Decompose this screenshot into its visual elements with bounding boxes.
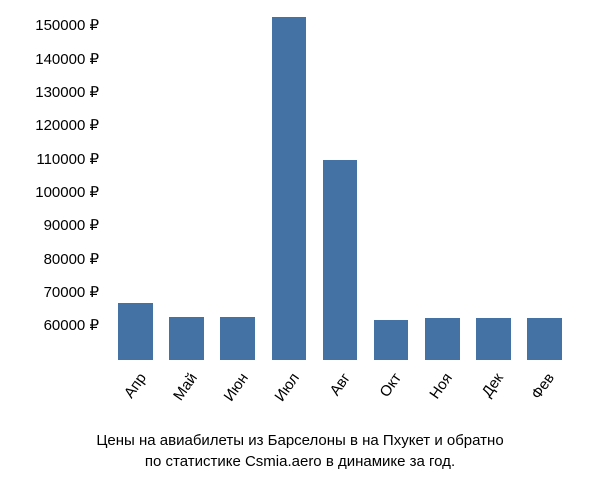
y-tick-label: 60000 ₽ — [0, 316, 105, 334]
bar — [425, 318, 460, 360]
x-axis: Апр Май Июн Июл Авг Окт Ноя Дек Фев — [110, 365, 570, 425]
y-tick-label: 90000 ₽ — [0, 216, 105, 234]
bar — [323, 160, 358, 360]
price-chart: 60000 ₽ 70000 ₽ 80000 ₽ 90000 ₽ 100000 ₽ 1100… — [0, 0, 600, 500]
bars-group — [110, 10, 570, 360]
y-tick-label: 150000 ₽ — [0, 16, 105, 34]
x-tick-label: Июл — [271, 370, 302, 405]
y-tick-label: 120000 ₽ — [0, 116, 105, 134]
x-tick-label: Фев — [529, 370, 559, 402]
bar — [220, 317, 255, 360]
y-tick-label: 160000 ₽ — [0, 0, 105, 1]
y-tick-label: 130000 ₽ — [0, 83, 105, 101]
plot-area — [110, 10, 570, 360]
caption-line-2: по статистике Csmia.aero в динамике за г… — [0, 451, 600, 472]
bar — [527, 318, 562, 360]
x-tick-label: Ноя — [427, 370, 457, 402]
bar — [476, 318, 511, 360]
bar — [272, 17, 307, 360]
y-tick-label: 110000 ₽ — [0, 150, 105, 168]
chart-caption: Цены на авиабилеты из Барселоны в на Пху… — [0, 430, 600, 472]
y-tick-label: 140000 ₽ — [0, 50, 105, 68]
x-tick-label: Дек — [479, 370, 507, 400]
x-tick-label: Июн — [220, 370, 251, 405]
bar — [118, 303, 153, 360]
bar — [374, 320, 409, 360]
bar — [169, 317, 204, 360]
y-axis: 60000 ₽ 70000 ₽ 80000 ₽ 90000 ₽ 100000 ₽ 1100… — [0, 10, 105, 360]
y-tick-label: 100000 ₽ — [0, 183, 105, 201]
caption-line-1: Цены на авиабилеты из Барселоны в на Пху… — [0, 430, 600, 451]
x-tick-label: Май — [170, 370, 201, 404]
x-tick-label: Апр — [120, 370, 149, 401]
x-tick-label: Окт — [377, 370, 405, 400]
y-tick-label: 80000 ₽ — [0, 250, 105, 268]
x-tick-label: Авг — [327, 370, 354, 399]
y-tick-label: 70000 ₽ — [0, 283, 105, 301]
